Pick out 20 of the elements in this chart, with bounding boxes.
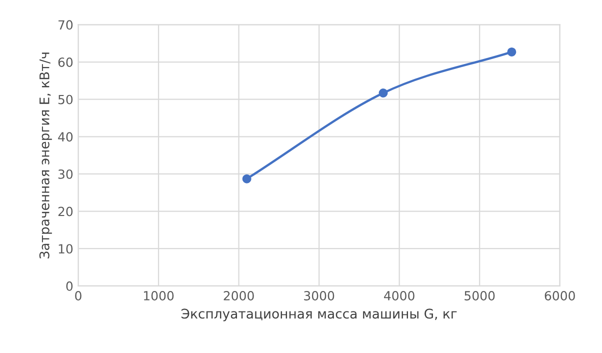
x-tick-label: 3000 (304, 291, 334, 300)
y-tick-label: 30 (58, 169, 73, 179)
x-tick-label: 2000 (224, 291, 254, 300)
y-tick-label: 0 (66, 281, 73, 291)
y-tick-label: 60 (58, 58, 73, 67)
x-tick-label: 1000 (144, 291, 174, 300)
point (507, 47, 516, 56)
y-tick-label: 40 (58, 132, 73, 142)
point (242, 174, 252, 184)
point (378, 88, 388, 98)
y-axis-title: Затраченная энергия E, кВт/ч (39, 52, 52, 258)
x-tick-label: 6000 (544, 291, 575, 300)
x-tick-label: 0 (75, 291, 82, 300)
y-tick-label: 50 (58, 94, 73, 104)
y-tick-label: 70 (58, 20, 73, 30)
x-tick-label: 4000 (384, 291, 414, 300)
y-tick-label: 10 (58, 244, 73, 254)
x-tick-label: 5000 (464, 291, 495, 300)
y-tick-label: 20 (58, 206, 73, 216)
x-axis-title: Эксплуатационная масса машины G, кг (182, 308, 457, 322)
